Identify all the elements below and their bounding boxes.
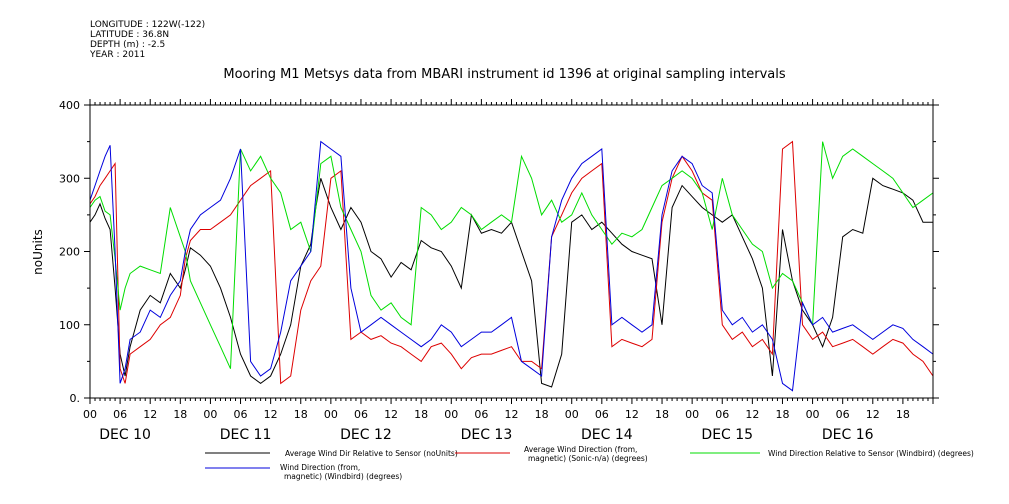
- day-label: DEC 16: [822, 427, 874, 443]
- day-label: DEC 15: [701, 427, 753, 443]
- series-line-2: [89, 140, 934, 385]
- depth-text: DEPTH (m) : -2.5: [90, 40, 166, 50]
- x-tick-label: 12: [745, 408, 759, 421]
- x-tick-label: 00: [324, 408, 338, 421]
- axes-layer: 0. 100 200 300 400 00 06 12 18 00 06 12 18 00 06 12 18 00…: [59, 99, 939, 443]
- x-tick-label: 12: [264, 408, 278, 421]
- x-tick-label: 06: [234, 408, 248, 421]
- day-label: DEC 14: [581, 427, 633, 443]
- y-tick-label: 0.: [70, 392, 81, 405]
- x-tick-label: 18: [535, 408, 549, 421]
- legend-label-1: Average Wind Dir Relative to Sensor (noU…: [285, 449, 458, 458]
- x-tick-label: 00: [685, 408, 699, 421]
- y-tick-label: 400: [59, 99, 80, 112]
- chart-title: Mooring M1 Metsys data from MBARI instru…: [223, 67, 786, 82]
- x-tick-label: 12: [143, 408, 157, 421]
- x-tick-label: 12: [505, 408, 519, 421]
- plot-frame: [89, 104, 934, 399]
- y-axis-label: noUnits: [31, 229, 45, 275]
- y-tick-label: 300: [59, 172, 80, 185]
- legend-label-2: Average Wind Direction (from, magnetic) (…: [524, 445, 648, 463]
- x-tick-label: 06: [354, 408, 368, 421]
- series-line-1: [89, 177, 933, 388]
- legend-label-4: Wind Direction (from, magnetic) (Windbird…: [280, 463, 402, 481]
- x-tick-label: 12: [866, 408, 880, 421]
- x-tick-label: 00: [83, 408, 97, 421]
- x-tick-label: 00: [565, 408, 579, 421]
- day-label: DEC 11: [220, 427, 272, 443]
- x-tick-label: 06: [113, 408, 127, 421]
- x-tick-label: 18: [655, 408, 669, 421]
- series-layer: [89, 140, 934, 392]
- legend-label-line-2: magnetic) (Sonic-n/a) (degrees): [528, 454, 648, 463]
- day-label: DEC 12: [340, 427, 392, 443]
- legend-label-line-1: Wind Direction (from,: [280, 463, 360, 472]
- x-tick-label: 00: [806, 408, 820, 421]
- legend-label-line-1: Average Wind Direction (from,: [524, 445, 637, 454]
- legend-label-3: Wind Direction Relative to Sensor (Windb…: [768, 449, 974, 458]
- x-tick-label: 18: [414, 408, 428, 421]
- x-tick-label: 06: [474, 408, 488, 421]
- dataset-metadata: LONGITUDE : 122W(-122) LATITUDE : 36.8N …: [90, 20, 205, 60]
- y-tick-label: 100: [59, 319, 80, 332]
- x-tick-label: 18: [896, 408, 910, 421]
- x-tick-label: 18: [294, 408, 308, 421]
- latitude-text: LATITUDE : 36.8N: [90, 30, 170, 40]
- x-tick-label: 12: [384, 408, 398, 421]
- series-line-3: [89, 141, 934, 369]
- year-text: YEAR : 2011: [90, 50, 146, 60]
- longitude-text: LONGITUDE : 122W(-122): [90, 20, 206, 30]
- x-tick-label: 00: [444, 408, 458, 421]
- x-tick-label: 00: [203, 408, 217, 421]
- x-tick-label: 06: [836, 408, 850, 421]
- x-tick-label: 06: [715, 408, 729, 421]
- x-tick-label: 18: [775, 408, 789, 421]
- day-label: DEC 13: [461, 427, 513, 443]
- legend: Average Wind Dir Relative to Sensor (noU…: [205, 445, 974, 481]
- day-label: DEC 10: [99, 427, 151, 443]
- x-tick-label: 18: [173, 408, 187, 421]
- x-tick-label: 12: [625, 408, 639, 421]
- x-tick-label: 06: [595, 408, 609, 421]
- y-tick-label: 200: [59, 246, 80, 259]
- legend-label-line-2: magnetic) (Windbird) (degrees): [284, 472, 402, 481]
- series-line-4: [89, 140, 934, 392]
